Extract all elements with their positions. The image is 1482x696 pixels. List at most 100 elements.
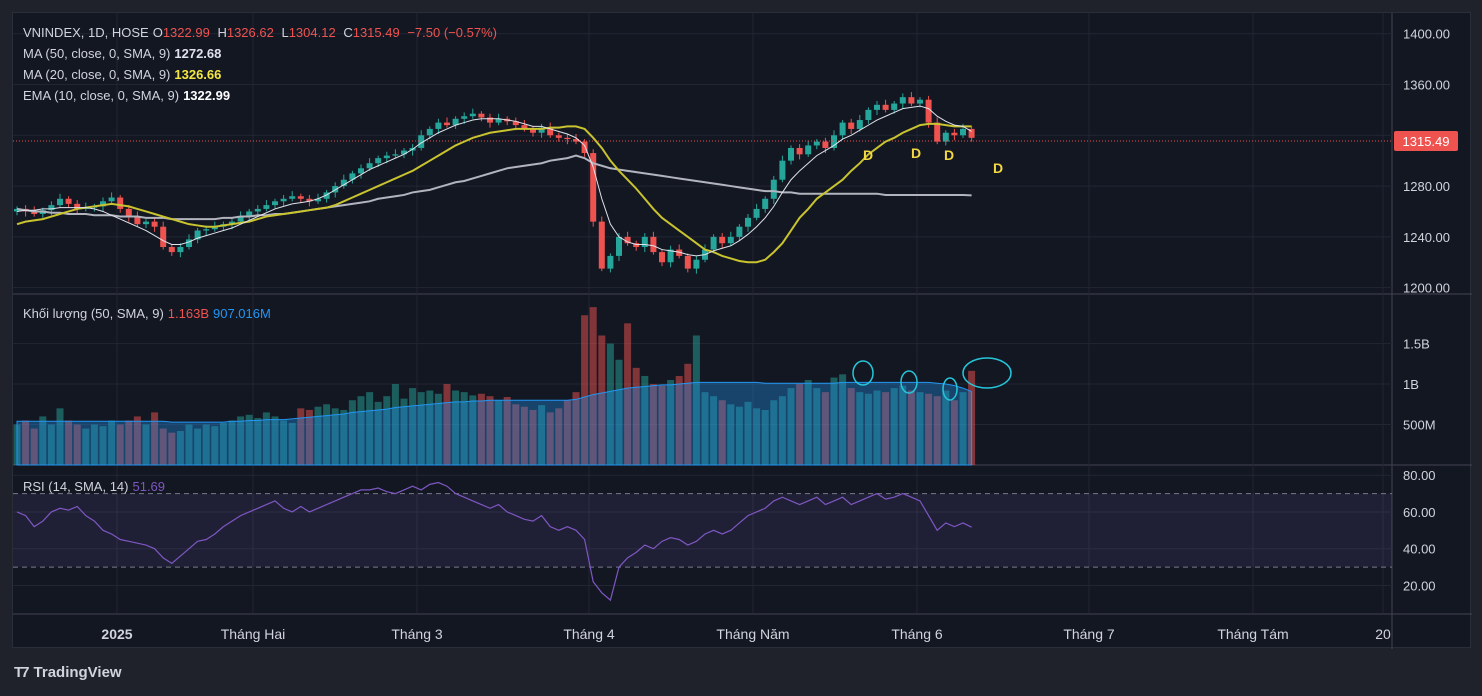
volume-bar xyxy=(125,420,133,465)
volume-tick-label: 1B xyxy=(1403,377,1419,392)
volume-tick-label: 500M xyxy=(1403,418,1436,433)
ma20-legend[interactable]: MA (20, close, 0, SMA, 9) 1326.66 xyxy=(23,67,222,82)
volume-bar xyxy=(56,408,64,465)
ma50-legend[interactable]: MA (50, close, 0, SMA, 9) 1272.68 xyxy=(23,46,222,61)
candle-body xyxy=(160,226,167,248)
candle-body xyxy=(203,229,210,231)
volume-bar xyxy=(658,385,666,465)
rsi-band-background xyxy=(13,493,1392,568)
high-value: 1326.62 xyxy=(226,25,274,40)
volume-bar xyxy=(520,406,528,465)
candle-body xyxy=(452,118,459,126)
price-tick-label: 1240.00 xyxy=(1403,230,1450,245)
candle-body xyxy=(641,236,648,248)
volume-bar xyxy=(598,335,606,465)
volume-bar xyxy=(366,392,374,465)
candle-body xyxy=(745,217,751,227)
volume-bar xyxy=(237,416,245,465)
candle-body xyxy=(229,221,235,225)
candle-body xyxy=(538,127,545,133)
candle-body xyxy=(14,208,20,212)
annotation-circle xyxy=(900,370,918,394)
volume-bar xyxy=(228,420,236,465)
candle-body xyxy=(917,99,923,104)
volume-bar xyxy=(443,384,451,465)
volume-bar xyxy=(555,408,563,465)
volume-bar xyxy=(624,323,632,465)
volume-legend[interactable]: Khối lượng (50, SMA, 9) 1.163B 907.016M xyxy=(23,306,271,321)
tradingview-watermark[interactable]: T7 TradingView xyxy=(14,664,122,681)
candle-body xyxy=(349,173,356,180)
candle-body xyxy=(254,208,261,212)
candle-body xyxy=(435,122,442,129)
candle-body xyxy=(581,141,588,154)
rsi-legend[interactable]: RSI (14, SMA, 14) 51.69 xyxy=(23,479,166,494)
volume-bar xyxy=(581,315,589,465)
candle-body xyxy=(280,198,287,202)
volume-bar xyxy=(907,390,915,465)
candle-body xyxy=(186,239,192,248)
rsi-tick-label: 80.00 xyxy=(1403,468,1436,483)
volume-bar xyxy=(133,416,141,465)
candle-body xyxy=(31,211,38,215)
volume-bar xyxy=(804,380,812,465)
candle-body xyxy=(805,145,812,155)
low-value: 1304.12 xyxy=(288,25,336,40)
chart-canvas[interactable]: 2025 Tháng Hai Tháng 3 Tháng 4 Tháng Năm Thán… xyxy=(13,13,1472,649)
candle-body xyxy=(942,132,949,142)
volume-bar xyxy=(770,400,778,465)
volume-bar xyxy=(847,388,855,465)
volume-bar xyxy=(383,396,391,465)
volume-bar xyxy=(348,400,356,465)
price-tick-label: 1200.00 xyxy=(1403,281,1450,296)
candle-body xyxy=(555,135,562,138)
candle-body xyxy=(762,198,769,209)
candle-body xyxy=(512,121,519,126)
volume-bar xyxy=(778,396,786,465)
candle-body xyxy=(624,236,631,244)
volume-bar xyxy=(925,393,933,465)
volume-ma-value: 907.016M xyxy=(213,306,271,321)
candle-body xyxy=(237,216,244,222)
volume-bar xyxy=(219,422,227,465)
volume-bar xyxy=(727,404,735,465)
volume-bar xyxy=(477,393,485,465)
candle-body xyxy=(874,104,880,110)
volume-bar xyxy=(899,385,907,465)
candle-body xyxy=(211,226,218,230)
symbol-label[interactable]: VNINDEX, 1D, HOSE xyxy=(23,25,149,40)
candle-body xyxy=(831,135,837,148)
chart-frame[interactable]: 2025 Tháng Hai Tháng 3 Tháng 4 Tháng Năm Thán… xyxy=(12,12,1472,649)
volume-bar xyxy=(30,428,38,465)
volume-bar xyxy=(194,428,202,465)
volume-bar xyxy=(469,395,477,465)
volume-bar xyxy=(176,431,184,465)
volume-bar xyxy=(323,404,331,465)
candle-body xyxy=(177,247,184,253)
candle-body xyxy=(547,127,554,136)
candle-body xyxy=(693,259,700,269)
volume-bar xyxy=(890,388,898,465)
volume-bar xyxy=(434,393,442,465)
candle-body xyxy=(822,141,829,148)
candle-body xyxy=(796,147,803,155)
volume-bar xyxy=(460,392,468,465)
candle-body xyxy=(143,221,149,225)
volume-bar xyxy=(400,398,408,465)
candle-body xyxy=(426,128,433,136)
volume-bar xyxy=(73,424,81,465)
candle-body xyxy=(418,135,425,148)
annotations: D D DD xyxy=(852,145,1012,401)
volume-bar xyxy=(916,392,924,465)
volume-bar xyxy=(839,374,847,465)
volume-bar xyxy=(486,396,494,465)
candle-body xyxy=(633,243,640,248)
volume-bar xyxy=(641,375,649,465)
volume-bar xyxy=(950,400,958,465)
ema10-legend[interactable]: EMA (10, close, 0, SMA, 9) 1322.99 xyxy=(23,88,231,103)
candle-body xyxy=(607,255,614,269)
candle-body xyxy=(616,236,622,256)
volume-bar xyxy=(503,397,511,465)
ma20-line xyxy=(16,122,972,264)
candle-body xyxy=(960,128,966,136)
